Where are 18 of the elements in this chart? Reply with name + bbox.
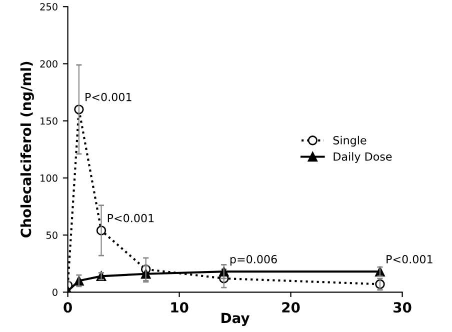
annotation: p=0.006	[230, 255, 277, 266]
y-tick-label: 200	[40, 60, 58, 68]
annotation: P<0.001	[86, 92, 132, 102]
y-axis-title: Cholecalciferol (ng/ml)	[20, 62, 34, 238]
y-tick-label: 50	[46, 232, 58, 239]
y-tick-label: 150	[40, 117, 58, 125]
y-tick-label: 0	[52, 288, 58, 296]
x-tick-label: 0	[64, 302, 72, 313]
x-tick-label: 30	[394, 302, 412, 313]
x-tick-label: 20	[282, 302, 300, 313]
annotation: P<0.001	[386, 255, 432, 264]
y-tick-label: 100	[40, 174, 58, 182]
x-tick-label: 10	[171, 302, 188, 313]
legend-label: Daily Dose	[334, 152, 392, 163]
y-tick-label: 250	[40, 3, 58, 10]
annotation: P<0.001	[108, 214, 154, 222]
legend-label: Single	[333, 136, 366, 147]
x-axis-title: Day	[222, 312, 250, 326]
